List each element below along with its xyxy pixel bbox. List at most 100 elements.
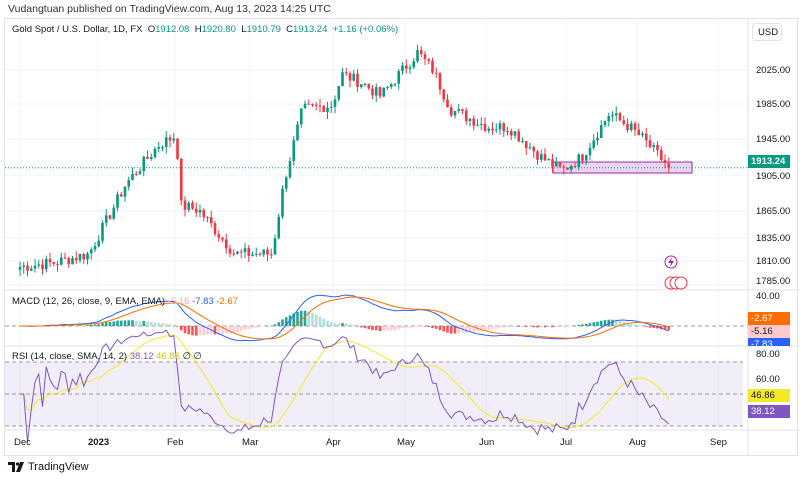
price-tick: 1905.00 (756, 171, 791, 182)
macd-histogram-bar (333, 323, 337, 326)
macd-histogram-bar (633, 324, 637, 326)
candle (97, 240, 101, 247)
candle (63, 257, 67, 259)
candle (412, 61, 416, 68)
candle (592, 140, 596, 148)
macd-histogram-bar (142, 321, 146, 326)
rsi-line (20, 329, 670, 443)
candle (277, 216, 281, 239)
high-value: 1920.80 (201, 24, 236, 35)
macd-histogram-bar (419, 326, 423, 327)
macd-histogram-bar (93, 324, 97, 326)
candle (337, 86, 341, 100)
candle (577, 154, 581, 167)
footer-brand: TradingView (28, 461, 89, 473)
macd-histogram-bar (423, 326, 427, 327)
macd-histogram-bar (614, 319, 618, 326)
macd-histogram-bar (269, 325, 273, 327)
macd-histogram-bar (311, 312, 314, 326)
candle (629, 123, 633, 131)
macd-histogram-bar (146, 321, 149, 326)
macd-hist-tag: -5.16 (748, 325, 790, 338)
macd-histogram-bar (453, 326, 457, 334)
candle (288, 161, 292, 178)
macd-histogram-bar (254, 326, 258, 328)
candle (273, 238, 277, 255)
macd-histogram-bar (449, 326, 453, 334)
candle (112, 207, 116, 219)
candle (217, 234, 221, 238)
candle (648, 140, 652, 148)
low-label: L (241, 24, 247, 35)
macd-histogram-bar (386, 326, 389, 331)
macd-histogram-bar (644, 326, 648, 327)
candle (258, 253, 262, 255)
candle (641, 133, 644, 136)
macd-histogram-bar (667, 326, 671, 331)
candle (29, 268, 33, 271)
candle (104, 215, 108, 223)
macd-histogram-bar (446, 326, 449, 333)
open-value: 1912.08 (155, 24, 190, 35)
candle (449, 107, 453, 116)
macd-histogram-bar (656, 326, 659, 329)
time-tick: Jul (560, 437, 573, 448)
candle (566, 167, 569, 170)
macd-histogram-bar (603, 320, 607, 326)
candle (397, 71, 401, 84)
macd-histogram-bar (74, 325, 78, 326)
candle (262, 249, 266, 255)
candle (213, 223, 217, 235)
time-tick: Feb (167, 437, 184, 448)
candle (52, 262, 56, 264)
currency-button[interactable]: USD (752, 23, 782, 41)
candle (224, 239, 228, 249)
macd-histogram-bar (247, 326, 251, 330)
macd-histogram-bar (382, 326, 386, 331)
candle (108, 215, 112, 219)
macd-histogram-bar (18, 326, 22, 327)
candle (393, 83, 397, 85)
macd-legend: MACD (12, 26, close, 9, EMA, EMA) -5.16 … (12, 296, 238, 307)
candle (521, 141, 524, 143)
candle (659, 150, 663, 160)
candle (352, 73, 356, 81)
rsi-axis-tick: 60.00 (756, 374, 780, 385)
chart-canvas[interactable] (0, 0, 800, 460)
candle (513, 131, 517, 136)
macd-histogram-bar (487, 326, 491, 330)
low-value: 1910.79 (246, 24, 281, 35)
price-tick: 1865.00 (756, 206, 791, 217)
macd-histogram-bar (337, 323, 341, 326)
macd-histogram-bar (172, 324, 176, 326)
candle (611, 115, 614, 117)
macd-axis-tick: 40.00 (756, 291, 780, 302)
macd-histogram-bar (232, 326, 236, 333)
candle (161, 146, 164, 148)
candle (622, 120, 626, 124)
macd-histogram-bar (524, 326, 528, 328)
candle (386, 86, 389, 88)
macd-histogram-bar (506, 326, 509, 328)
macd-histogram-bar (251, 326, 254, 329)
candle (318, 105, 322, 107)
candle (547, 159, 551, 161)
symbol-label: Gold Spot / U.S. Dollar, 1D, FX (12, 24, 143, 35)
tradingview-logo[interactable]: TradingView (8, 461, 89, 473)
candle (164, 137, 168, 147)
candle (146, 156, 149, 159)
candle (539, 154, 543, 160)
macd-histogram-bar (513, 326, 517, 327)
macd-histogram-bar (577, 324, 581, 326)
macd-histogram-bar (262, 326, 266, 327)
macd-histogram-bar (539, 326, 543, 328)
macd-histogram-bar (498, 326, 502, 328)
macd-histogram-bar (626, 322, 629, 326)
macd-histogram-bar (322, 318, 326, 326)
candle (596, 137, 599, 141)
candle (123, 186, 127, 197)
candle (284, 177, 288, 189)
time-tick: Apr (326, 437, 341, 448)
macd-histogram-bar (164, 323, 168, 326)
candle (348, 73, 352, 81)
